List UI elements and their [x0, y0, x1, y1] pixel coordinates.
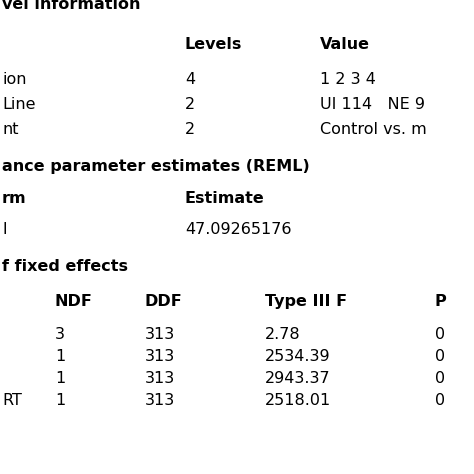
Text: 0: 0 — [435, 393, 445, 408]
Text: nt: nt — [2, 122, 18, 137]
Text: 2: 2 — [185, 97, 195, 112]
Text: 313: 313 — [145, 371, 175, 386]
Text: ance parameter estimates (REML): ance parameter estimates (REML) — [2, 159, 310, 174]
Text: RT: RT — [2, 393, 22, 408]
Text: 2534.39: 2534.39 — [265, 349, 331, 364]
Text: f fixed effects: f fixed effects — [2, 259, 128, 274]
Text: 2518.01: 2518.01 — [265, 393, 331, 408]
Text: P: P — [435, 294, 447, 309]
Text: 0: 0 — [435, 327, 445, 342]
Text: ion: ion — [2, 72, 27, 87]
Text: 0: 0 — [435, 371, 445, 386]
Text: l: l — [2, 222, 7, 237]
Text: Value: Value — [320, 37, 370, 52]
Text: 313: 313 — [145, 349, 175, 364]
Text: Estimate: Estimate — [185, 191, 265, 206]
Text: vel information: vel information — [2, 0, 140, 12]
Text: 313: 313 — [145, 327, 175, 342]
Text: 1 2 3 4: 1 2 3 4 — [320, 72, 376, 87]
Text: 0: 0 — [435, 349, 445, 364]
Text: DDF: DDF — [145, 294, 183, 309]
Text: 2: 2 — [185, 122, 195, 137]
Text: 4: 4 — [185, 72, 195, 87]
Text: UI 114   NE 9: UI 114 NE 9 — [320, 97, 425, 112]
Text: 1: 1 — [55, 371, 65, 386]
Text: Control vs. m: Control vs. m — [320, 122, 427, 137]
Text: 1: 1 — [55, 393, 65, 408]
Text: Levels: Levels — [185, 37, 242, 52]
Text: 2.78: 2.78 — [265, 327, 301, 342]
Text: 2943.37: 2943.37 — [265, 371, 331, 386]
Text: rm: rm — [2, 191, 27, 206]
Text: Line: Line — [2, 97, 36, 112]
Text: NDF: NDF — [55, 294, 93, 309]
Text: Type III F: Type III F — [265, 294, 347, 309]
Text: 313: 313 — [145, 393, 175, 408]
Text: 1: 1 — [55, 349, 65, 364]
Text: 3: 3 — [55, 327, 65, 342]
Text: 47.09265176: 47.09265176 — [185, 222, 292, 237]
